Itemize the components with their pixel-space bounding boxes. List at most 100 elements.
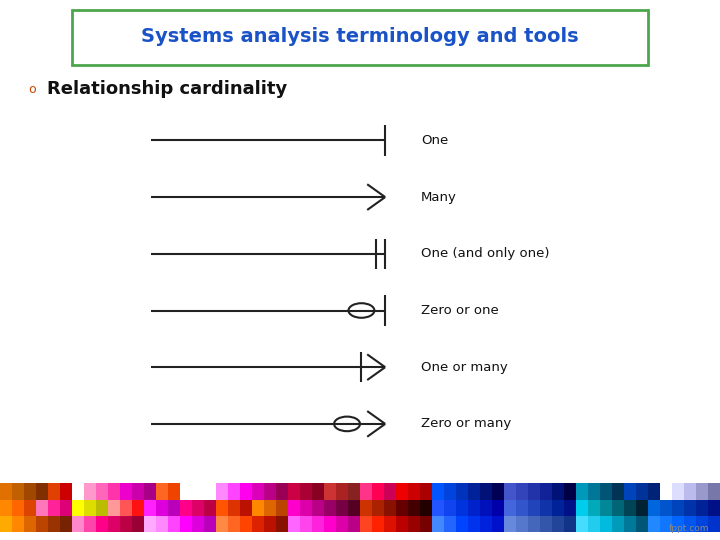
Bar [708,516,720,532]
Bar [456,516,468,532]
Bar [240,516,252,532]
Bar [312,483,324,500]
Text: One: One [421,134,449,147]
Bar [132,483,144,500]
Bar [552,500,564,516]
Bar [84,483,96,500]
Bar [384,500,396,516]
Bar [60,483,72,500]
Bar [420,483,432,500]
Bar [636,516,648,532]
FancyBboxPatch shape [72,10,648,65]
Bar [588,516,600,532]
Text: Zero or one: Zero or one [421,304,499,317]
Bar [252,500,264,516]
Bar [84,516,96,532]
Bar [156,500,168,516]
Bar [24,483,36,500]
Bar [168,516,180,532]
Bar [432,500,444,516]
Bar [576,516,588,532]
Bar [24,516,36,532]
Bar [372,516,384,532]
Bar [480,516,492,532]
Bar [60,516,72,532]
Bar [204,500,216,516]
Bar [180,483,192,500]
Bar [708,483,720,500]
Bar [348,516,360,532]
Bar [276,483,288,500]
Bar [540,483,552,500]
Bar [72,483,84,500]
Bar [168,483,180,500]
Bar [492,500,504,516]
Bar [300,500,312,516]
Bar [684,500,696,516]
Bar [144,516,156,532]
Bar [468,483,480,500]
Bar [408,516,420,532]
Bar [504,516,516,532]
Bar [192,500,204,516]
Bar [228,500,240,516]
Bar [240,500,252,516]
Bar [96,500,108,516]
Bar [108,500,120,516]
Bar [48,516,60,532]
Bar [372,500,384,516]
Bar [72,516,84,532]
Bar [564,516,576,532]
Bar [336,516,348,532]
Bar [324,516,336,532]
Bar [12,500,24,516]
Bar [156,483,168,500]
Bar [204,483,216,500]
Bar [552,516,564,532]
Bar [0,516,12,532]
Bar [204,516,216,532]
Bar [360,516,372,532]
Bar [216,500,228,516]
Bar [672,500,684,516]
Text: o: o [29,83,36,96]
Bar [552,483,564,500]
Bar [432,483,444,500]
Bar [96,516,108,532]
Bar [528,483,540,500]
Bar [48,500,60,516]
Bar [564,483,576,500]
Bar [276,500,288,516]
Bar [588,483,600,500]
Bar [444,516,456,532]
Bar [588,500,600,516]
Bar [324,483,336,500]
Bar [132,500,144,516]
Bar [492,516,504,532]
Bar [168,500,180,516]
Bar [540,516,552,532]
Bar [432,516,444,532]
Bar [444,483,456,500]
Bar [480,500,492,516]
Bar [684,483,696,500]
Bar [492,483,504,500]
Bar [648,500,660,516]
Bar [312,500,324,516]
Bar [108,516,120,532]
Bar [348,483,360,500]
Bar [72,500,84,516]
Bar [132,516,144,532]
Bar [612,500,624,516]
Bar [600,516,612,532]
Bar [60,500,72,516]
Bar [504,483,516,500]
Bar [0,483,12,500]
Bar [516,516,528,532]
Bar [480,483,492,500]
Bar [624,500,636,516]
Bar [288,483,300,500]
Bar [396,483,408,500]
Bar [468,500,480,516]
Bar [708,500,720,516]
